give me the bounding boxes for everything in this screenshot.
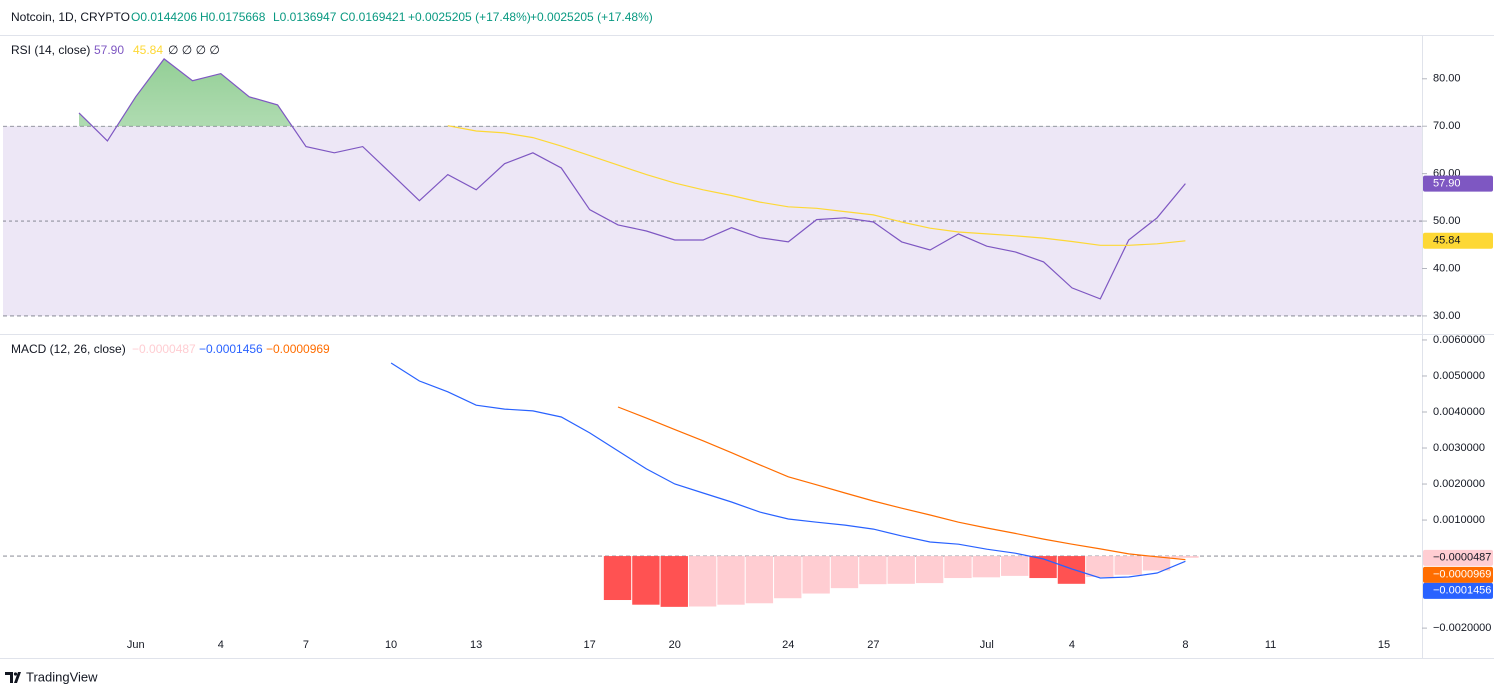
high: H0.0175668 [200,10,266,24]
histogram-bar [603,556,632,601]
open: O0.0144206 [131,10,197,24]
macd-title: MACD (12, 26, close) [11,342,126,356]
histogram-bar [1001,556,1029,576]
x-tick-label: 11 [1265,639,1276,651]
histogram-bar [632,556,660,605]
symbol: Notcoin, 1D, CRYPTO [11,10,130,24]
histogram-bar [1171,556,1199,558]
y-tick-label: 30.00 [1433,310,1461,322]
change: +0.0025205 (+17.48%) [408,10,531,24]
x-tick-label: 4 [218,639,224,651]
histogram-bar [830,556,859,589]
rsi-title: RSI (14, close) [11,43,90,57]
y-tick-label: 50.00 [1433,215,1461,227]
price-tag: −0.0000969 [1433,569,1491,581]
logo [5,672,21,683]
x-tick-label: 4 [1069,639,1075,651]
y-tick-label: 0.0040000 [1433,406,1485,418]
y-tick-label: 70.00 [1433,120,1461,132]
histogram-bar [660,556,688,607]
y-tick-label: 40.00 [1433,262,1461,274]
brand: TradingView [26,669,98,684]
x-tick-label: 27 [867,639,879,651]
legend-value: −0.0000969 [266,342,330,356]
x-tick-label: 17 [584,639,596,651]
rsi-line [78,58,1186,300]
x-tick-label: 15 [1378,639,1390,651]
x-tick-label: 24 [782,639,794,651]
y-tick-label: −0.0020000 [1433,622,1491,634]
histogram-bar [745,556,774,604]
price-tag-bg [1423,582,1493,599]
legend-value: −0.0001456 [199,342,263,356]
legend-value: 45.84 [133,43,163,57]
price-tag-bg [1423,549,1493,566]
macd-line [390,362,1186,579]
histogram-bar [915,556,944,584]
histogram-bar [972,556,1001,578]
histogram-bar [774,556,802,599]
histogram-bar [1086,556,1114,577]
change: +0.0025205 (+17.48%) [530,10,653,24]
histogram-bar [1142,556,1171,571]
x-tick-label: 13 [470,639,482,651]
histogram-bar [1057,556,1086,584]
price-tag: 57.90 [1433,178,1461,190]
x-tick-label: 7 [303,639,309,651]
y-tick-label: 0.0020000 [1433,478,1485,490]
overbought-fill [79,58,1186,127]
price-tag: −0.0001456 [1433,585,1491,597]
y-tick-label: 80.00 [1433,73,1461,85]
y-tick-label: 0.0030000 [1433,442,1485,454]
histogram-bar [1114,556,1142,575]
histogram-bar [944,556,972,579]
x-tick-label: 20 [669,639,681,651]
macd-line [617,406,1186,561]
x-tick-label: 8 [1182,639,1188,651]
price-tag: −0.0000487 [1433,552,1491,564]
histogram-bar [802,556,830,594]
plot: 30.0040.0050.0060.0070.0080.0057.9045.84… [3,58,1493,651]
close: C0.0169421 [340,10,406,24]
legend-placeholders: ∅ ∅ ∅ ∅ [168,43,220,57]
price-tag-bg [1423,232,1493,249]
price-tag-bg [1423,175,1493,192]
low: L0.0136947 [273,10,337,24]
y-tick-label: 0.0010000 [1433,514,1485,526]
y-tick-label: 0.0050000 [1433,370,1485,382]
legend-value: 57.90 [94,43,124,57]
x-tick-label: Jun [127,639,145,651]
histogram-bar [887,556,915,584]
x-tick-label: Jul [980,639,994,651]
histogram-bar [688,556,717,607]
price-tag: 45.84 [1433,235,1461,247]
histogram-bar [717,556,745,605]
x-tick-label: 10 [385,639,397,651]
price-tag-bg [1423,566,1493,583]
rsi-line [447,125,1186,246]
y-tick-label: 0.0060000 [1433,334,1485,346]
legend-value: −0.0000487 [132,342,196,356]
histogram-bar [859,556,887,585]
